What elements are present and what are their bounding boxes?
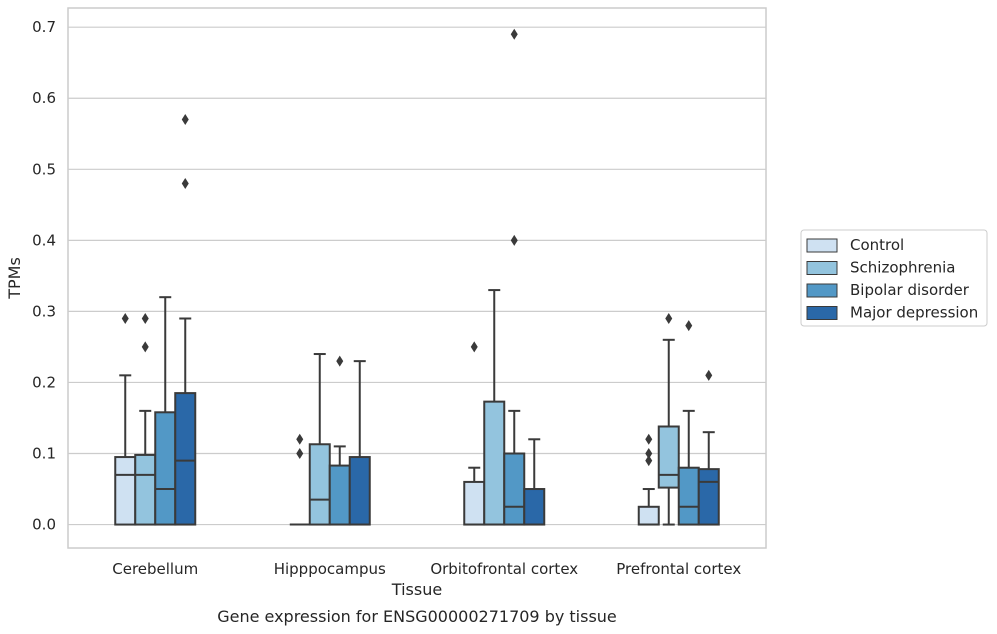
x-tick-label: Hipppocampus [274, 560, 386, 578]
box-body [174, 392, 197, 526]
box-plot-series [114, 28, 720, 526]
y-tick-label: 0.7 [32, 18, 56, 36]
box-body [348, 456, 371, 526]
series-bipolar-disorder [154, 28, 700, 526]
outlier-point [296, 433, 304, 445]
y-tick-label: 0.3 [32, 302, 56, 320]
x-tick-label: Prefrontal cortex [616, 560, 741, 578]
box-body [154, 411, 177, 526]
y-tick-label: 0.4 [32, 231, 56, 249]
legend-frame [800, 229, 988, 327]
series-major-depression [174, 114, 720, 526]
outlier-point [336, 355, 344, 367]
outlier-point [121, 313, 129, 324]
legend-label: Major depression [850, 304, 978, 322]
series-schizophrenia [134, 289, 680, 526]
outlier-point [645, 455, 653, 467]
box-body [114, 456, 137, 526]
legend: Control Schizophrenia Bipolar disorder Majo… [800, 229, 988, 327]
y-tick-label: 0.0 [32, 516, 56, 534]
y-tick-label: 0.1 [32, 445, 56, 463]
box-body [483, 400, 506, 526]
outlier-point [510, 234, 518, 246]
outlier-point [705, 369, 713, 381]
y-axis-title: TPMs [5, 257, 24, 300]
box-body [308, 443, 331, 526]
legend-items: Control Schizophrenia Bipolar disorder Majo… [806, 236, 978, 322]
legend-label: Bipolar disorder [850, 281, 970, 299]
box [289, 433, 310, 526]
outlier-point [181, 178, 189, 189]
series-control [114, 313, 660, 526]
box [523, 438, 546, 526]
chart-caption: Gene expression for ENSG00000271709 by t… [217, 607, 617, 626]
box [348, 360, 371, 526]
box [463, 341, 486, 526]
x-axis-ticks: Cerebellum Hipppocampus Orbitofrontal cort… [112, 560, 741, 578]
outlier-point [510, 28, 518, 40]
legend-swatch [806, 261, 838, 275]
outlier-point [141, 341, 149, 353]
y-tick-label: 0.5 [32, 160, 56, 178]
x-tick-label: Orbitofrontal cortex [430, 560, 578, 578]
box-body [134, 453, 157, 526]
outlier-point [665, 313, 673, 324]
box [637, 433, 660, 526]
box-body [637, 505, 660, 526]
legend-label: Control [850, 236, 904, 254]
box [657, 313, 680, 526]
outlier-point [296, 448, 304, 459]
box-body [697, 468, 720, 526]
box-body [463, 480, 486, 526]
box-body [503, 452, 526, 526]
outlier-point [685, 320, 693, 332]
outlier-point [645, 448, 653, 459]
outlier-point [470, 341, 478, 353]
x-tick-label: Cerebellum [112, 560, 198, 578]
x-axis-title: Tissue [391, 580, 442, 599]
outlier-point [645, 433, 653, 445]
legend-swatch [806, 306, 838, 320]
box [308, 353, 331, 526]
legend-label: Schizophrenia [850, 259, 955, 277]
y-tick-label: 0.2 [32, 373, 56, 391]
y-axis-ticks: 0.0 0.1 0.2 0.3 0.4 0.5 0.6 0.7 [32, 18, 56, 533]
plot-area-frame [67, 7, 767, 549]
box [483, 289, 506, 526]
box [697, 369, 720, 526]
box-body [677, 466, 700, 526]
box [677, 320, 700, 526]
box-body [523, 488, 546, 526]
box [134, 313, 157, 526]
outlier-point [141, 313, 149, 324]
legend-swatch [806, 283, 838, 298]
legend-swatch [806, 238, 838, 253]
box [174, 114, 197, 526]
box-body [328, 464, 351, 526]
box [154, 296, 177, 526]
outlier-point [181, 114, 189, 126]
box [328, 355, 351, 526]
box-body [657, 425, 680, 489]
box [114, 313, 137, 526]
box [503, 28, 526, 526]
y-tick-label: 0.6 [32, 89, 56, 107]
